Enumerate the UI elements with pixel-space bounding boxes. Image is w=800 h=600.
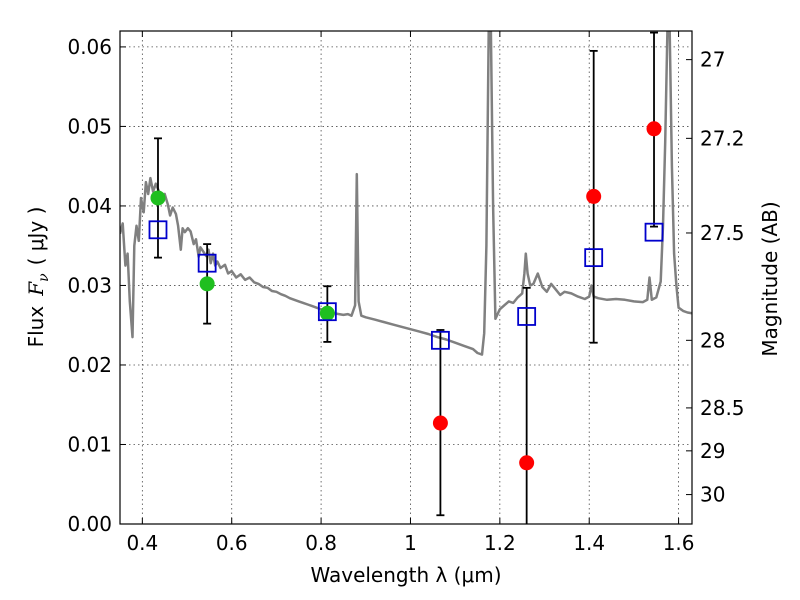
x-tick-label: 1.4	[573, 531, 605, 555]
y-tick-label: 0.06	[67, 35, 112, 59]
y-axis-label-symbol-sub: ν	[36, 273, 52, 282]
y-axis-label-unit: ( μJy )	[24, 207, 48, 266]
y2-tick-label: 27.2	[700, 126, 745, 150]
x-tick-label: 0.6	[216, 531, 248, 555]
error-bars	[153, 31, 659, 524]
y-tick-label: 0.03	[67, 273, 112, 297]
y2-axis-ticks: 27 27.2 27.5 28 28.5 29 30	[686, 48, 745, 507]
sed-curve	[120, 31, 692, 356]
plot-frame	[119, 30, 693, 525]
x-tick-label: 1.6	[663, 531, 695, 555]
data-point-circle	[150, 190, 166, 206]
y2-tick-label: 30	[700, 483, 725, 507]
y-tick-label: 0.04	[67, 194, 112, 218]
y-axis-label-text: Flux	[24, 306, 48, 348]
data-point-square	[197, 253, 217, 273]
y2-tick-label: 27	[700, 48, 725, 72]
grid	[120, 31, 692, 525]
data-point-square	[644, 222, 664, 242]
x-tick-label: 0.4	[126, 531, 158, 555]
y-tick-label: 0.05	[67, 114, 112, 138]
x-tick-label: 0.8	[305, 531, 337, 555]
data-point-circle	[432, 415, 448, 431]
data-point-circle	[319, 305, 335, 321]
y-tick-label: 0.02	[67, 353, 112, 377]
y-axis-label: Flux Fν ( μJy )	[24, 207, 52, 348]
data-markers	[148, 121, 664, 471]
x-tick-label: 1.2	[484, 531, 516, 555]
y2-tick-label: 29	[700, 439, 725, 463]
x-axis-ticks: 0.4 0.6 0.8 1 1.2 1.4 1.6	[126, 31, 695, 555]
error-bar	[522, 286, 531, 524]
y-tick-label: 0.01	[67, 432, 112, 456]
y-tick-label: 0.00	[67, 512, 112, 536]
data-point-square	[584, 248, 604, 268]
y2-tick-label: 28.5	[700, 396, 745, 420]
data-point-square	[148, 220, 168, 240]
data-point-circle	[586, 188, 602, 204]
x-axis-label: Wavelength λ (μm)	[310, 563, 501, 587]
x-tick-label: 1	[404, 531, 417, 555]
y-axis-ticks: 0.00 0.01 0.02 0.03 0.04 0.05 0.06	[67, 35, 126, 536]
y-axis-label-symbol: F	[24, 281, 48, 297]
data-point-square	[317, 302, 337, 322]
sed-model	[120, 31, 692, 356]
data-point-square	[431, 330, 450, 350]
y2-tick-label: 28	[700, 328, 725, 352]
y2-tick-label: 27.5	[700, 221, 745, 245]
data-point-square	[517, 307, 537, 326]
y2-axis-label: Magnitude (AB)	[758, 201, 782, 356]
data-point-circle	[199, 276, 215, 292]
data-point-circle	[519, 455, 535, 471]
data-point-circle	[646, 121, 662, 137]
